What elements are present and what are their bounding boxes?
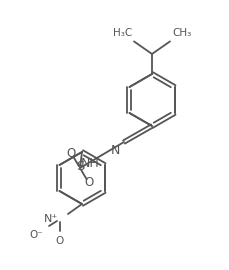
Text: CH₃: CH₃ (172, 28, 191, 38)
Text: NH: NH (81, 157, 100, 170)
Text: H₃C: H₃C (113, 28, 132, 38)
Text: O: O (84, 176, 93, 189)
Text: O⁻: O⁻ (29, 230, 43, 240)
Text: N: N (111, 144, 120, 157)
Text: S: S (76, 160, 84, 174)
Text: O: O (56, 236, 64, 246)
Text: O: O (67, 147, 76, 160)
Text: N⁺: N⁺ (44, 214, 58, 224)
